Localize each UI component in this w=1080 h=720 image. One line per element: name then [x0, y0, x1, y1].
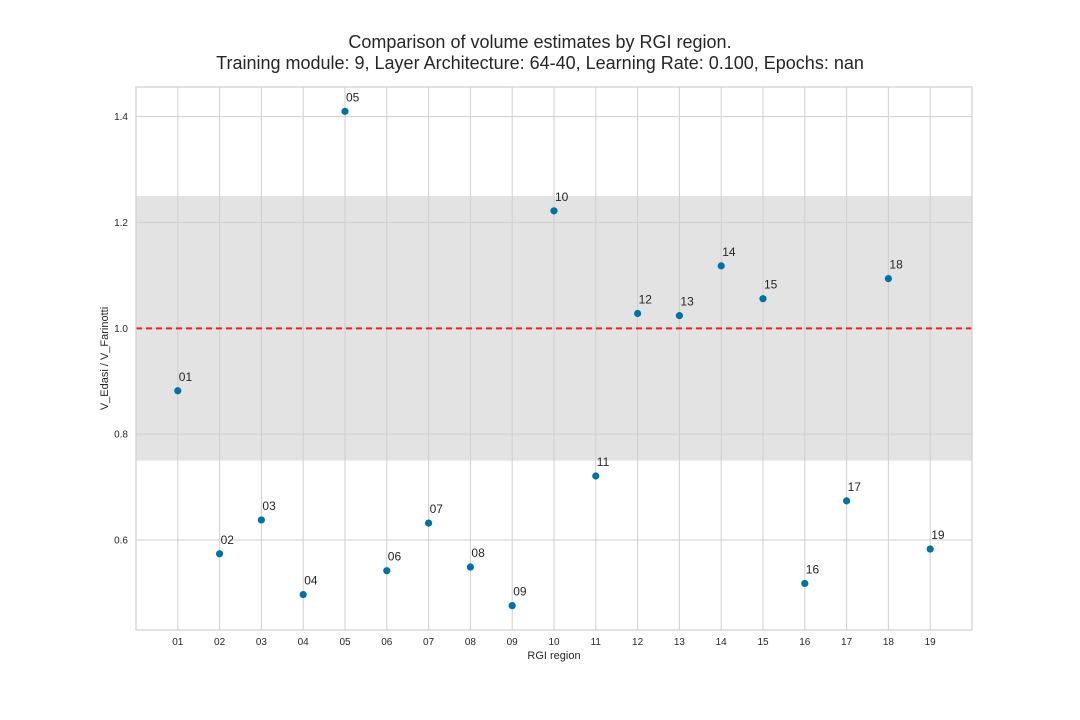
- data-point: [216, 550, 224, 558]
- point-label: 18: [889, 258, 903, 272]
- point-label: 06: [388, 550, 402, 564]
- data-point: [926, 545, 934, 553]
- point-label: 11: [597, 455, 610, 469]
- point-label: 01: [179, 370, 193, 384]
- x-tick-label: 15: [757, 637, 769, 648]
- data-point: [843, 497, 851, 505]
- y-axis: 0.6 0.8 1.0 1.2 1.4: [114, 112, 128, 546]
- data-point: [466, 563, 474, 571]
- gridlines: [136, 87, 972, 630]
- y-tick-label: 1.0: [114, 324, 128, 335]
- x-tick-label: 03: [256, 637, 268, 648]
- point-label: 15: [764, 278, 778, 292]
- x-tick-label: 18: [883, 637, 895, 648]
- data-point: [257, 516, 265, 524]
- x-axis-label: RGI region: [527, 650, 580, 662]
- point-label: 17: [848, 480, 862, 494]
- x-axis: 01 02 03 04 05 06 07 08 09 10 11 12 13 14 15 16 17 18 19: [172, 637, 936, 648]
- y-tick-label: 1.4: [114, 112, 128, 123]
- point-label: 16: [806, 562, 820, 576]
- chart-title: Comparison of volume estimates by RGI re…: [348, 32, 732, 52]
- point-label: 03: [262, 499, 276, 513]
- x-tick-label: 08: [465, 637, 477, 648]
- point-label: 08: [471, 546, 485, 560]
- data-point: [759, 295, 767, 303]
- x-tick-label: 05: [339, 637, 351, 648]
- data-point: [884, 274, 893, 283]
- data-point: [299, 590, 307, 599]
- point-label: 19: [931, 528, 945, 542]
- x-tick-label: 17: [841, 637, 853, 648]
- point-label: 07: [430, 502, 444, 516]
- x-tick-label: 10: [548, 637, 560, 648]
- data-point: [174, 387, 182, 395]
- data-point: [508, 602, 516, 610]
- x-tick-label: 14: [716, 637, 728, 648]
- data-point: [634, 309, 642, 318]
- data-point: [592, 472, 600, 480]
- x-tick-label: 06: [381, 637, 393, 648]
- data-point: [675, 312, 684, 320]
- point-label: 04: [304, 574, 318, 588]
- point-label: 05: [346, 90, 360, 104]
- x-tick-label: 16: [799, 637, 811, 648]
- x-tick-label: 01: [172, 637, 184, 648]
- chart-title-block: Comparison of volume estimates by RGI re…: [0, 32, 1080, 74]
- x-tick-label: 02: [214, 637, 226, 648]
- x-tick-label: 19: [925, 637, 937, 648]
- point-labels: 01 02 03 04 05 06 07 08 09 10 11 12 13 14 15 16 17 18 19: [179, 90, 945, 598]
- data-point: [383, 567, 391, 575]
- x-tick-label: 09: [507, 637, 519, 648]
- x-tick-label: 13: [674, 637, 686, 648]
- point-label: 10: [555, 190, 569, 204]
- chart-subtitle: Training module: 9, Layer Architecture: …: [216, 53, 864, 73]
- point-label: 09: [513, 585, 527, 599]
- x-tick-label: 12: [632, 637, 644, 648]
- data-points: [174, 107, 934, 610]
- point-label: 14: [722, 245, 736, 259]
- data-point: [341, 107, 349, 115]
- point-label: 12: [639, 293, 653, 307]
- point-label: 13: [680, 295, 694, 309]
- data-point: [801, 579, 809, 588]
- y-tick-label: 1.2: [114, 218, 128, 229]
- x-tick-label: 11: [591, 637, 602, 648]
- plot-frame: [135, 86, 973, 631]
- data-point: [550, 207, 558, 215]
- x-tick-label: 07: [423, 637, 435, 648]
- y-tick-label: 0.8: [114, 430, 128, 441]
- y-tick-label: 0.6: [114, 536, 128, 547]
- point-label: 02: [221, 533, 235, 547]
- data-point: [425, 519, 433, 527]
- y-axis-label: V_Edasi / V_Farinotti: [99, 307, 111, 410]
- x-tick-label: 04: [298, 637, 310, 648]
- data-point: [717, 262, 725, 270]
